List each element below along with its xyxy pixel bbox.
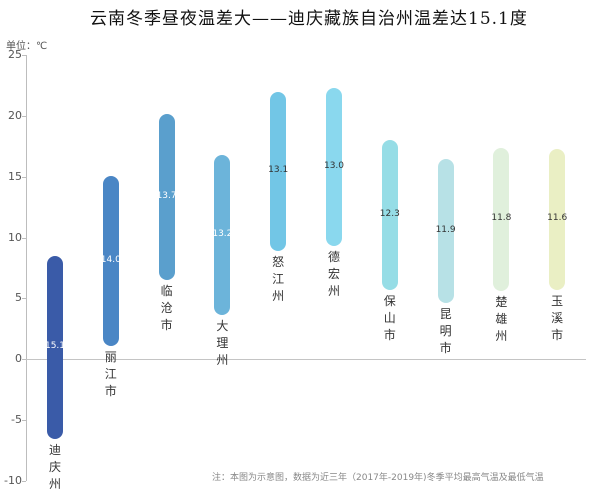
category-label: 迪庆州 [48, 443, 61, 492]
y-tick [22, 116, 26, 117]
range-bar [437, 158, 454, 304]
y-tick [22, 237, 26, 239]
y-tick [22, 359, 26, 360]
y-tick [22, 176, 26, 178]
y-axis [26, 55, 27, 481]
unit-label: 单位：℃ [6, 41, 48, 52]
category-label: 丽江市 [104, 349, 117, 398]
value-label: 12.3 [379, 209, 400, 220]
y-tick-label: -10 [4, 473, 22, 487]
value-label: 13.7 [156, 190, 177, 201]
value-label: 13.1 [268, 165, 289, 176]
y-tick-label: 15 [8, 169, 22, 183]
range-bar [270, 91, 287, 251]
value-label: 13.2 [212, 229, 233, 240]
y-tick [22, 480, 26, 482]
range-bar [549, 148, 566, 290]
zero-line [26, 359, 586, 360]
range-bar [381, 140, 398, 290]
value-label: 15.1 [44, 341, 66, 352]
chart-title: 云南冬季昼夜温差大——迪庆藏族自治州温差达15.1度 [90, 9, 528, 29]
category-label: 保山市 [383, 293, 396, 342]
y-tick-label: 25 [8, 48, 22, 62]
y-tick [22, 419, 26, 421]
value-label: 11.8 [491, 213, 512, 224]
y-tick-label: 5 [15, 291, 22, 305]
category-label: 怒江州 [272, 254, 285, 303]
y-tick-label: 0 [15, 352, 22, 365]
value-label: 11.6 [547, 213, 568, 224]
value-label: 14.0 [100, 254, 121, 265]
range-bar [158, 113, 175, 281]
y-tick [22, 298, 26, 300]
category-label: 临沧市 [160, 284, 173, 333]
y-tick-label: 20 [8, 109, 22, 122]
range-bar [47, 255, 63, 440]
category-label: 昆明市 [439, 307, 452, 356]
category-label: 大理州 [216, 319, 229, 368]
y-tick [22, 55, 26, 57]
range-bar [326, 88, 342, 246]
category-label: 玉溪市 [551, 293, 564, 342]
category-label: 楚雄州 [495, 294, 508, 343]
category-label: 德宏州 [327, 250, 340, 298]
y-tick-label: -5 [11, 412, 22, 426]
value-label: 11.9 [435, 224, 456, 235]
value-label: 13.0 [323, 161, 345, 172]
footnote: 注：本图为示意图，数据为近三年（2017年-2019年)冬季平均最高气温及最低气… [212, 473, 544, 483]
range-bar [493, 147, 510, 291]
range-bar [214, 154, 231, 316]
y-tick-label: 10 [8, 230, 22, 244]
range-bar [102, 175, 119, 346]
